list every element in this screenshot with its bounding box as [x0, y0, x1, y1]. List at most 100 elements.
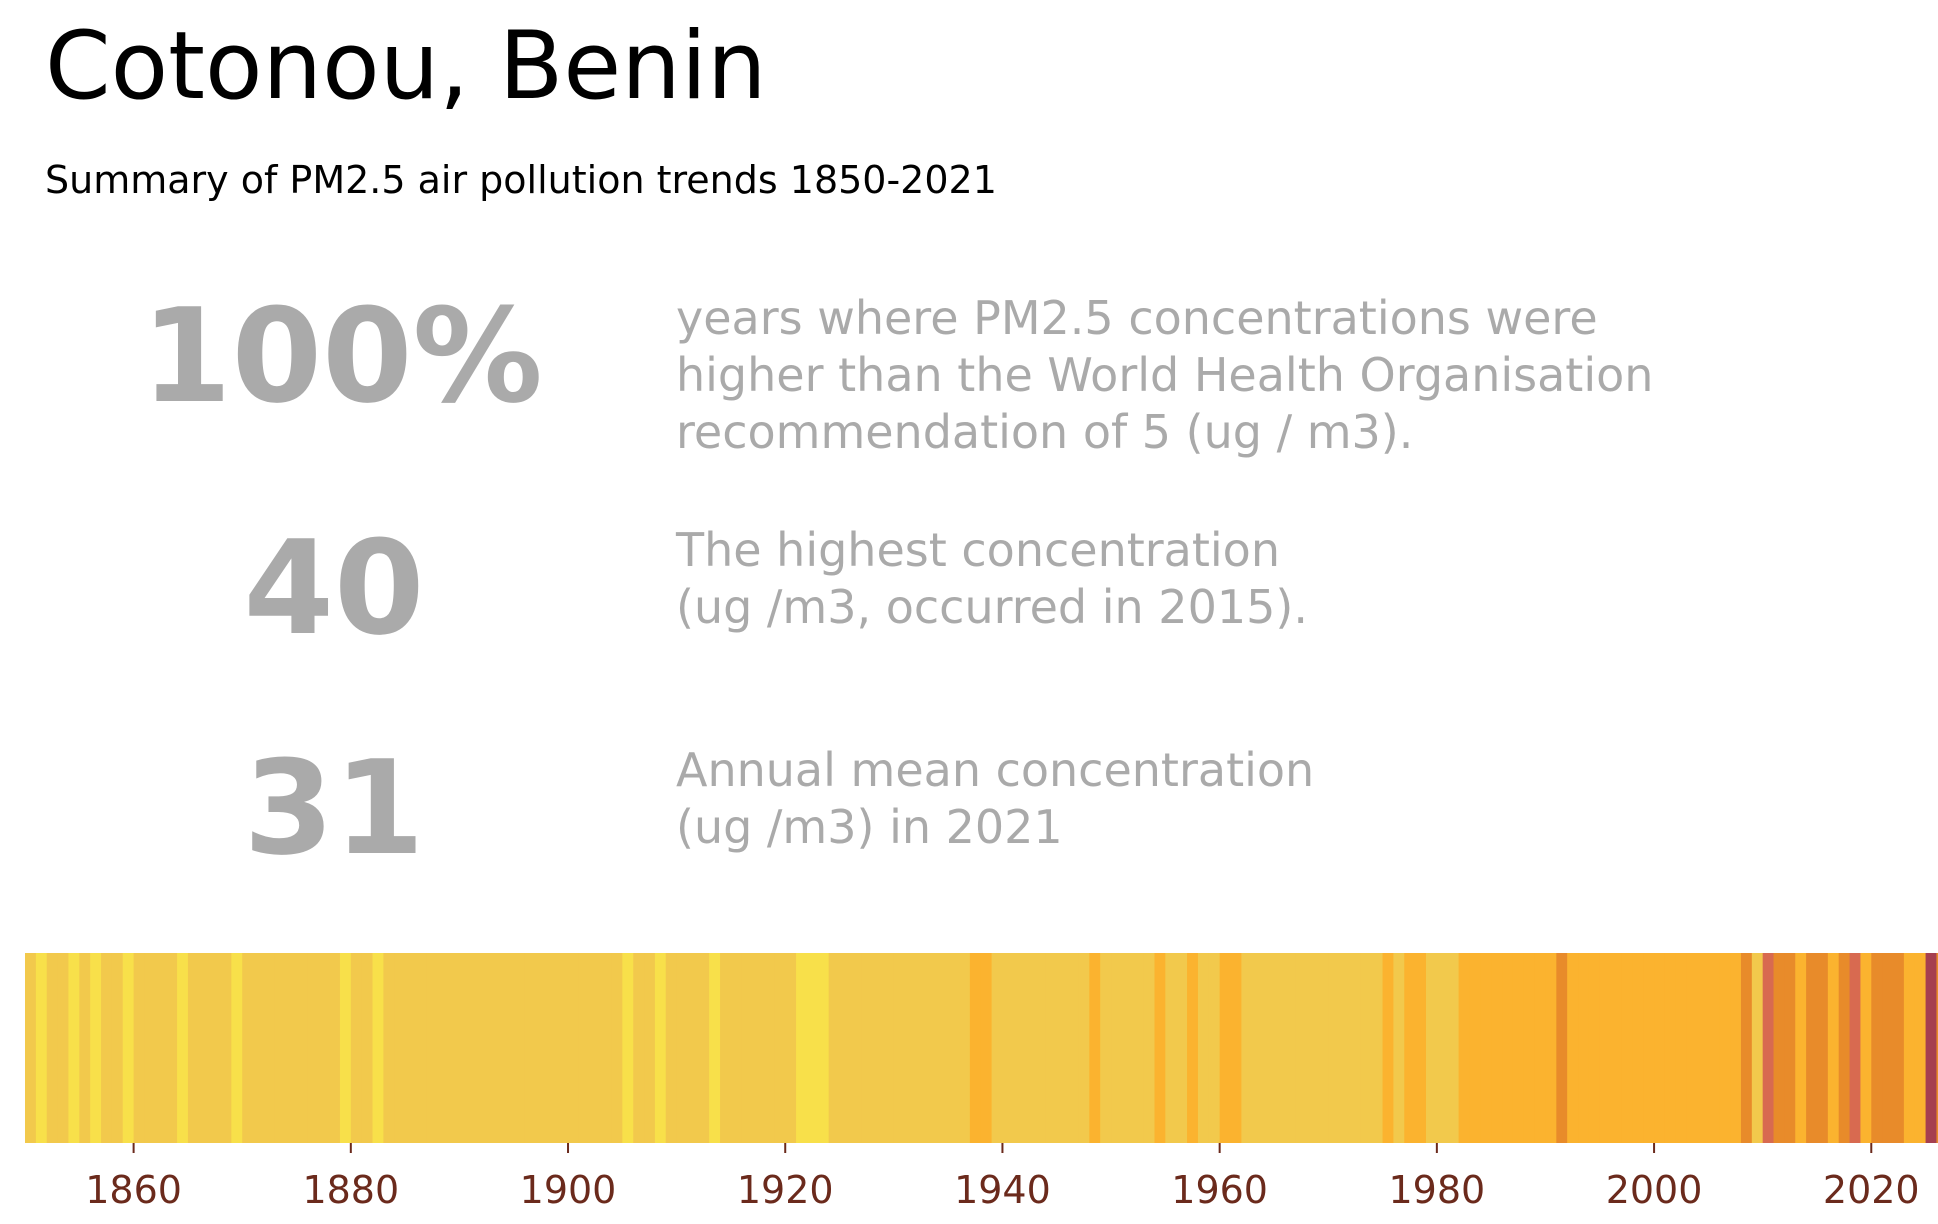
- year-stripe-2019: [1860, 953, 1872, 1143]
- year-stripe-1960: [1219, 953, 1232, 1143]
- year-stripe-1864: [177, 953, 189, 1143]
- year-stripe-1887: [426, 953, 439, 1143]
- year-stripe-1899: [557, 953, 569, 1143]
- year-stripe-1972: [1349, 953, 1362, 1143]
- year-stripe-1989: [1534, 953, 1547, 1143]
- x-tick-label: 1980: [1389, 1168, 1486, 1212]
- year-stripe-1885: [405, 953, 417, 1143]
- year-stripe-1943: [1035, 953, 1047, 1143]
- year-stripe-2023: [1903, 953, 1916, 1143]
- stat-description-highest: The highest concentration (ug /m3, occur…: [676, 522, 1308, 636]
- year-stripe-1967: [1295, 953, 1308, 1143]
- year-stripe-1927: [861, 953, 873, 1143]
- year-stripe-1874: [285, 953, 298, 1143]
- year-stripe-1871: [253, 953, 265, 1143]
- year-stripe-1914: [720, 953, 732, 1143]
- year-stripe-1861: [144, 953, 156, 1143]
- year-stripe-1997: [1621, 953, 1633, 1143]
- year-stripe-1897: [535, 953, 547, 1143]
- year-stripe-1976: [1393, 953, 1405, 1143]
- year-stripe-1860: [133, 953, 146, 1143]
- year-stripe-2014: [1806, 953, 1818, 1143]
- year-stripe-1958: [1197, 953, 1210, 1143]
- year-stripe-1953: [1143, 953, 1156, 1143]
- year-stripe-1939: [991, 953, 1004, 1143]
- year-stripe-1891: [470, 953, 482, 1143]
- year-stripe-1893: [492, 953, 504, 1143]
- year-stripe-1985: [1491, 953, 1503, 1143]
- year-stripe-1970: [1328, 953, 1340, 1143]
- year-stripe-1961: [1230, 953, 1242, 1143]
- x-tick-label: 1860: [85, 1168, 182, 1212]
- stat-description-line: recommendation of 5 (ug / m3).: [676, 405, 1414, 459]
- year-stripe-1969: [1317, 953, 1329, 1143]
- stat-description-latest: Annual mean concentration (ug /m3) in 20…: [676, 742, 1314, 856]
- year-stripe-1857: [101, 953, 113, 1143]
- stat-description-line: (ug /m3, occurred in 2015).: [676, 580, 1308, 634]
- year-stripe-1906: [633, 953, 645, 1143]
- year-stripe-1986: [1502, 953, 1514, 1143]
- year-stripe-1851: [35, 953, 48, 1143]
- year-stripe-1942: [1024, 953, 1036, 1143]
- year-stripe-1925: [839, 953, 851, 1143]
- year-stripe-2012: [1784, 953, 1796, 1143]
- x-tick-label: 1920: [737, 1168, 834, 1212]
- year-stripe-1863: [166, 953, 178, 1143]
- year-stripe-1951: [1121, 953, 1134, 1143]
- x-tick-label: 1940: [954, 1168, 1051, 1212]
- year-stripe-1912: [698, 953, 710, 1143]
- year-stripe-2013: [1795, 953, 1807, 1143]
- year-stripe-1941: [1013, 953, 1025, 1143]
- year-stripe-1964: [1263, 953, 1275, 1143]
- year-stripe-1940: [1002, 953, 1014, 1143]
- year-stripe-2021: [1882, 953, 1894, 1143]
- year-stripe-1892: [481, 953, 493, 1143]
- year-stripe-1854: [68, 953, 80, 1143]
- year-stripe-1955: [1165, 953, 1177, 1143]
- year-stripe-1992: [1567, 953, 1579, 1143]
- year-stripe-1890: [459, 953, 471, 1143]
- year-stripe-1995: [1599, 953, 1612, 1143]
- year-stripe-2000: [1654, 953, 1666, 1143]
- stat-value-highest: 40: [243, 512, 425, 664]
- year-stripe-1904: [611, 953, 623, 1143]
- year-stripe-1931: [904, 953, 917, 1143]
- year-stripe-1908: [654, 953, 667, 1143]
- year-stripe-1979: [1426, 953, 1438, 1143]
- year-stripe-1918: [763, 953, 775, 1143]
- year-stripe-1879: [339, 953, 352, 1143]
- year-stripe-1915: [730, 953, 743, 1143]
- year-stripe-1889: [448, 953, 461, 1143]
- year-stripe-1909: [665, 953, 678, 1143]
- year-stripe-1973: [1360, 953, 1373, 1143]
- year-stripe-1878: [329, 953, 341, 1143]
- year-stripe-1937: [969, 953, 982, 1143]
- year-stripe-2020: [1871, 953, 1883, 1143]
- year-stripe-1895: [513, 953, 526, 1143]
- year-stripe-1988: [1523, 953, 1536, 1143]
- year-stripe-1905: [622, 953, 634, 1143]
- year-stripe-1919: [774, 953, 786, 1143]
- year-stripe-2022: [1893, 953, 1905, 1143]
- year-stripe-1920: [785, 953, 797, 1143]
- stat-description-line: (ug /m3) in 2021: [676, 800, 1063, 854]
- year-stripe-1945: [1056, 953, 1069, 1143]
- year-stripe-1853: [57, 953, 70, 1143]
- year-stripe-1850: [25, 953, 37, 1143]
- year-stripe-1968: [1306, 953, 1318, 1143]
- year-stripe-1966: [1284, 953, 1297, 1143]
- year-stripe-1876: [307, 953, 319, 1143]
- year-stripe-1859: [122, 953, 135, 1143]
- year-stripe-1883: [383, 953, 395, 1143]
- year-stripe-1901: [578, 953, 591, 1143]
- page-subtitle: Summary of PM2.5 air pollution trends 18…: [45, 158, 997, 202]
- year-stripe-1962: [1241, 953, 1253, 1143]
- year-stripe-1862: [155, 953, 167, 1143]
- year-stripe-1911: [687, 953, 699, 1143]
- year-stripe-2002: [1675, 953, 1688, 1143]
- year-stripe-1996: [1610, 953, 1623, 1143]
- year-stripe-1934: [937, 953, 949, 1143]
- year-stripe-1869: [231, 953, 243, 1143]
- year-stripe-1865: [187, 953, 200, 1143]
